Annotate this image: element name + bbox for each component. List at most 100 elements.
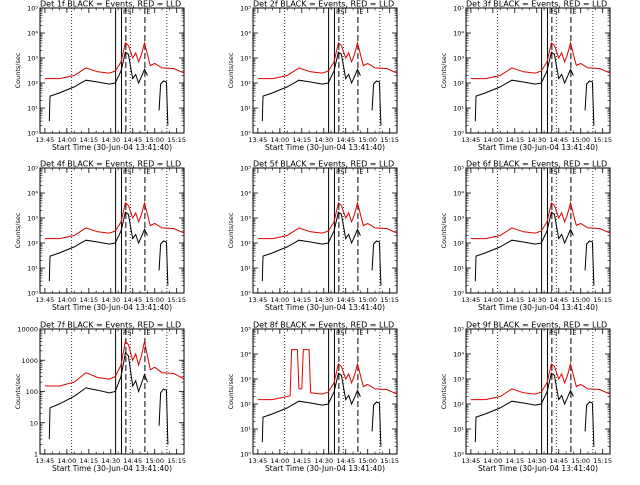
marker-letter: S	[127, 8, 131, 16]
y-tick-label: 10¹	[27, 265, 38, 273]
x-axis-label: Start Time (30-Jun-04 13:41:40)	[265, 464, 385, 473]
events-series-line	[584, 240, 595, 286]
y-tick-label: 10³	[240, 215, 251, 223]
marker-letter: S	[553, 329, 557, 337]
x-tick-label: 15:00	[358, 136, 377, 144]
lld-series-line	[44, 340, 185, 387]
x-tick-label: 14:00	[270, 457, 289, 465]
marker-letter: P	[123, 168, 127, 176]
y-tick-label: 10¹	[453, 426, 464, 434]
y-tick-label: 10³	[27, 215, 38, 223]
x-tick-label: 15:00	[571, 136, 590, 144]
detector-panel: Det 8f BLACK = Events, RED = LLD 10⁰ 10¹ 10…	[227, 321, 399, 474]
events-series-line	[158, 80, 169, 126]
x-axis-label: Start Time (30-Jun-04 13:41:40)	[478, 464, 598, 473]
y-tick-label: 10³	[27, 55, 38, 63]
x-tick-label: 14:30	[101, 136, 120, 144]
plot-frame	[252, 167, 398, 294]
y-tick-label: 10¹	[240, 426, 251, 434]
y-tick-label: 1	[34, 451, 38, 459]
y-tick-label: 10³	[453, 55, 464, 63]
marker-letter: E	[146, 168, 150, 176]
y-axis-label: Counts/sec	[227, 52, 235, 88]
events-series-line	[158, 388, 169, 445]
events-series-line	[48, 51, 148, 122]
x-axis-label: Start Time (30-Jun-04 13:41:40)	[265, 143, 385, 152]
events-series-line	[474, 211, 574, 282]
x-tick-label: 14:45	[336, 457, 355, 465]
events-series-line	[261, 211, 361, 282]
y-tick-label: 10⁴	[240, 351, 251, 359]
y-tick-label: 10²	[240, 240, 251, 248]
x-tick-label: 13:45	[249, 136, 268, 144]
marker-letter: P	[549, 329, 553, 337]
y-tick-label: 10¹	[240, 105, 251, 113]
detector-panel: Det 7f BLACK = Events, RED = LLD 1 10 100 10…	[14, 321, 186, 474]
x-tick-label: 14:00	[270, 296, 289, 304]
y-tick-label: 10²	[453, 80, 464, 88]
x-tick-label: 15:15	[593, 457, 612, 465]
plot-frame	[39, 7, 185, 134]
x-tick-label: 14:30	[314, 296, 333, 304]
plot-frame	[39, 167, 185, 294]
y-tick-label: 10³	[240, 376, 251, 384]
marker-letter: P	[336, 8, 340, 16]
x-axis-label: Start Time (30-Jun-04 13:41:40)	[265, 303, 385, 312]
marker-letter: P	[123, 8, 127, 16]
y-tick-label: 10⁴	[27, 30, 38, 38]
x-axis-label: Start Time (30-Jun-04 13:41:40)	[52, 143, 172, 152]
plot-frame	[465, 167, 611, 294]
detector-panel: Det 2f BLACK = Events, RED = LLD 10⁰ 10¹ 10…	[227, 0, 399, 152]
x-tick-label: 14:30	[101, 457, 120, 465]
y-tick-label: 10⁵	[27, 165, 38, 173]
y-tick-label: 10000	[17, 326, 38, 334]
marker-letter: E	[359, 168, 363, 176]
events-series-line	[474, 51, 574, 122]
x-tick-label: 15:00	[358, 457, 377, 465]
y-axis-label: Counts/sec	[14, 212, 22, 248]
panel-title: Det 5f BLACK = Events, RED = LLD	[253, 160, 394, 169]
x-tick-label: 14:00	[483, 296, 502, 304]
y-axis-label: Counts/sec	[227, 373, 235, 409]
marker-letter: E	[572, 168, 576, 176]
y-tick-label: 10¹	[240, 265, 251, 273]
x-tick-label: 14:15	[79, 296, 98, 304]
x-tick-label: 15:15	[167, 457, 186, 465]
x-tick-label: 14:45	[549, 296, 568, 304]
y-tick-label: 10²	[453, 401, 464, 409]
events-series-line	[48, 211, 148, 282]
y-tick-label: 10⁴	[27, 190, 38, 198]
plot-frame	[252, 328, 398, 455]
x-tick-label: 15:15	[380, 136, 399, 144]
marker-letter: S	[340, 329, 344, 337]
x-tick-label: 15:15	[380, 457, 399, 465]
marker-letter: E	[359, 8, 363, 16]
y-tick-label: 10⁵	[240, 326, 251, 334]
y-tick-label: 10²	[27, 80, 38, 88]
panel-title: Det 8f BLACK = Events, RED = LLD	[253, 321, 394, 330]
plot-frame	[252, 7, 398, 134]
y-tick-label: 10²	[240, 401, 251, 409]
lld-series-line	[257, 40, 398, 80]
y-tick-label: 10⁴	[453, 190, 464, 198]
y-tick-label: 10⁴	[240, 190, 251, 198]
x-tick-label: 14:15	[292, 296, 311, 304]
y-tick-label: 10⁰	[453, 130, 464, 138]
y-tick-label: 10²	[27, 240, 38, 248]
x-tick-label: 14:00	[57, 296, 76, 304]
x-tick-label: 14:15	[292, 136, 311, 144]
x-tick-label: 14:30	[527, 136, 546, 144]
marker-letter: E	[146, 8, 150, 16]
y-tick-label: 10⁴	[453, 351, 464, 359]
x-tick-label: 14:45	[123, 136, 142, 144]
x-tick-label: 13:45	[36, 136, 55, 144]
detector-panel: Det 1f BLACK = Events, RED = LLD 10⁰ 10¹ 10…	[14, 0, 186, 152]
detector-panel: Det 3f BLACK = Events, RED = LLD 10⁰ 10¹ 10…	[440, 0, 612, 152]
events-series-line	[371, 240, 382, 286]
x-tick-label: 13:45	[36, 296, 55, 304]
y-tick-label: 10⁵	[240, 165, 251, 173]
y-axis-label: Counts/sec	[440, 373, 448, 409]
x-tick-label: 14:30	[101, 296, 120, 304]
